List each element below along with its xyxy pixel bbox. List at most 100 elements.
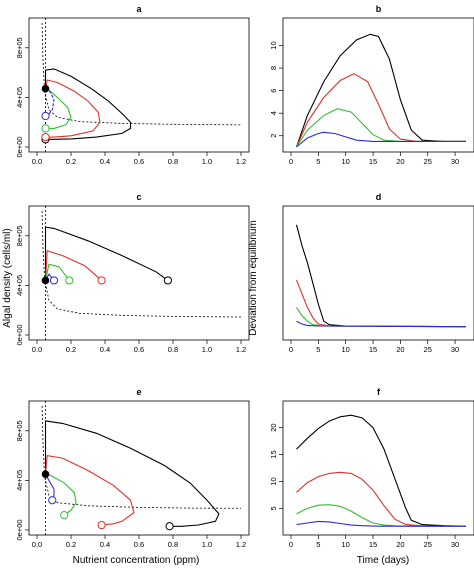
x-tick-label: 25 xyxy=(424,540,432,549)
panel-c-frame xyxy=(28,205,250,341)
x-tick-label: 0.4 xyxy=(100,540,110,549)
series-line-blue xyxy=(296,520,466,527)
y-tick-label: 8e+05 xyxy=(15,37,24,58)
panel-e-label: e xyxy=(136,387,141,397)
x-tick-label: 30 xyxy=(451,345,459,354)
series-line-green xyxy=(296,108,466,148)
curved-isocline xyxy=(41,405,242,509)
x-tick-label: 20 xyxy=(396,157,404,166)
panel-f: f 0 5 10 15 20 25 30 5 10 15 20 xyxy=(269,387,474,549)
series-line-red xyxy=(296,471,466,527)
x-tick-label: 20 xyxy=(396,540,404,549)
x-tick-label: 0.4 xyxy=(100,157,110,166)
x-tick-label: 0.6 xyxy=(134,345,144,354)
x-tick-label: 10 xyxy=(342,540,350,549)
y-tick-label: 10 xyxy=(269,41,278,49)
start-point-red xyxy=(41,132,50,142)
panel-e: e 0.0 0.2 0.4 0.6 0.8 1.0 1.2 0e+00 4e+05 8e+05 xyxy=(15,387,250,549)
y-label-left: Algal density (cells/ml) xyxy=(2,228,13,327)
x-tick-label: 5 xyxy=(316,157,320,166)
panel-f-frame xyxy=(282,400,474,536)
series-line-black xyxy=(295,224,467,328)
series-line-red xyxy=(295,73,466,148)
y-tick-label: 0e+00 xyxy=(15,136,24,157)
y-tick-label: 15 xyxy=(269,450,278,458)
y-tick-label: 20 xyxy=(269,423,278,431)
series-line-black xyxy=(44,68,132,140)
x-tick-label: 10 xyxy=(342,157,350,166)
x-tick-label: 0.2 xyxy=(66,345,76,354)
x-tick-label: 5 xyxy=(316,540,320,549)
series-line-black xyxy=(296,414,467,527)
panels-group: a 0.0 0.2 0.4 0.6 0.8 1.0 1.2 0e+00 4e+05 8e+05 b 0 5… xyxy=(15,4,474,549)
x-tick-label: 15 xyxy=(369,345,377,354)
x-tick-label: 0.2 xyxy=(66,540,76,549)
start-point-blue xyxy=(41,111,50,121)
x-tick-label: 1.0 xyxy=(202,157,212,166)
series-line-blue xyxy=(296,131,466,148)
x-tick-label: 0.8 xyxy=(168,540,178,549)
x-tick-label: 1.0 xyxy=(202,540,212,549)
series-line-green xyxy=(45,473,77,516)
equilibrium-point xyxy=(41,84,50,93)
x-label-right: Time (days) xyxy=(357,555,409,566)
x-tick-label: 0.2 xyxy=(66,157,76,166)
x-tick-label: 5 xyxy=(316,345,320,354)
x-tick-label: 0.0 xyxy=(32,157,42,166)
start-point-blue xyxy=(49,276,59,285)
y-tick-label: 8e+05 xyxy=(15,225,24,246)
x-tick-label: 0.8 xyxy=(168,157,178,166)
x-tick-label: 1.2 xyxy=(236,157,246,166)
panel-d-frame xyxy=(282,205,474,341)
x-tick-label: 1.2 xyxy=(236,540,246,549)
x-tick-label: 0.6 xyxy=(134,157,144,166)
x-tick-label: 15 xyxy=(369,540,377,549)
x-tick-label: 0.4 xyxy=(100,345,110,354)
start-point-black xyxy=(163,276,172,285)
x-label-left: Nutrient concentration (ppm) xyxy=(73,555,200,566)
x-tick-label: 30 xyxy=(451,157,459,166)
equilibrium-point xyxy=(41,470,50,479)
start-point-green xyxy=(65,276,74,285)
equilibrium-point xyxy=(41,276,50,285)
start-point-green xyxy=(60,511,69,520)
panel-b-label: b xyxy=(376,4,382,14)
series-line-black xyxy=(44,420,220,527)
y-tick-label: 4e+05 xyxy=(15,470,24,491)
x-tick-label: 0.0 xyxy=(32,345,42,354)
series-line-red xyxy=(295,279,467,328)
y-tick-label: 5 xyxy=(269,506,278,510)
y-tick-label: 2 xyxy=(269,134,278,138)
y-tick-label: 0e+00 xyxy=(15,519,24,540)
x-tick-label: 15 xyxy=(369,157,377,166)
x-tick-label: 30 xyxy=(451,540,459,549)
series-line-red xyxy=(44,454,135,526)
x-tick-label: 0 xyxy=(289,157,293,166)
y-label-right: Deviation from equilibrium xyxy=(248,220,259,336)
start-point-black xyxy=(165,522,174,531)
panel-b: b 0 5 10 15 20 25 30 2 4 6 8 10 xyxy=(269,4,474,166)
x-tick-label: 1.2 xyxy=(236,345,246,354)
start-point-red xyxy=(97,276,106,285)
x-tick-label: 0 xyxy=(289,540,293,549)
series-line-red xyxy=(44,79,101,138)
start-point-red xyxy=(97,520,106,530)
y-tick-label: 10 xyxy=(269,477,278,485)
y-tick-label: 0e+00 xyxy=(15,324,24,345)
panel-c-label: c xyxy=(136,192,141,202)
y-tick-label: 4 xyxy=(269,111,278,115)
panel-d-label: d xyxy=(376,192,382,202)
panel-d: d 0 5 10 15 20 25 30 xyxy=(282,192,474,354)
x-tick-label: 0.6 xyxy=(134,540,144,549)
x-tick-label: 25 xyxy=(424,157,432,166)
x-tick-label: 10 xyxy=(342,345,350,354)
curved-isocline xyxy=(41,210,242,318)
series-line-black xyxy=(44,226,169,281)
x-tick-label: 25 xyxy=(424,345,432,354)
panel-f-label: f xyxy=(377,387,381,397)
series-line-blue xyxy=(296,320,467,328)
series-line-green xyxy=(296,504,466,527)
panel-a-label: a xyxy=(136,4,142,14)
x-tick-label: 20 xyxy=(396,345,404,354)
